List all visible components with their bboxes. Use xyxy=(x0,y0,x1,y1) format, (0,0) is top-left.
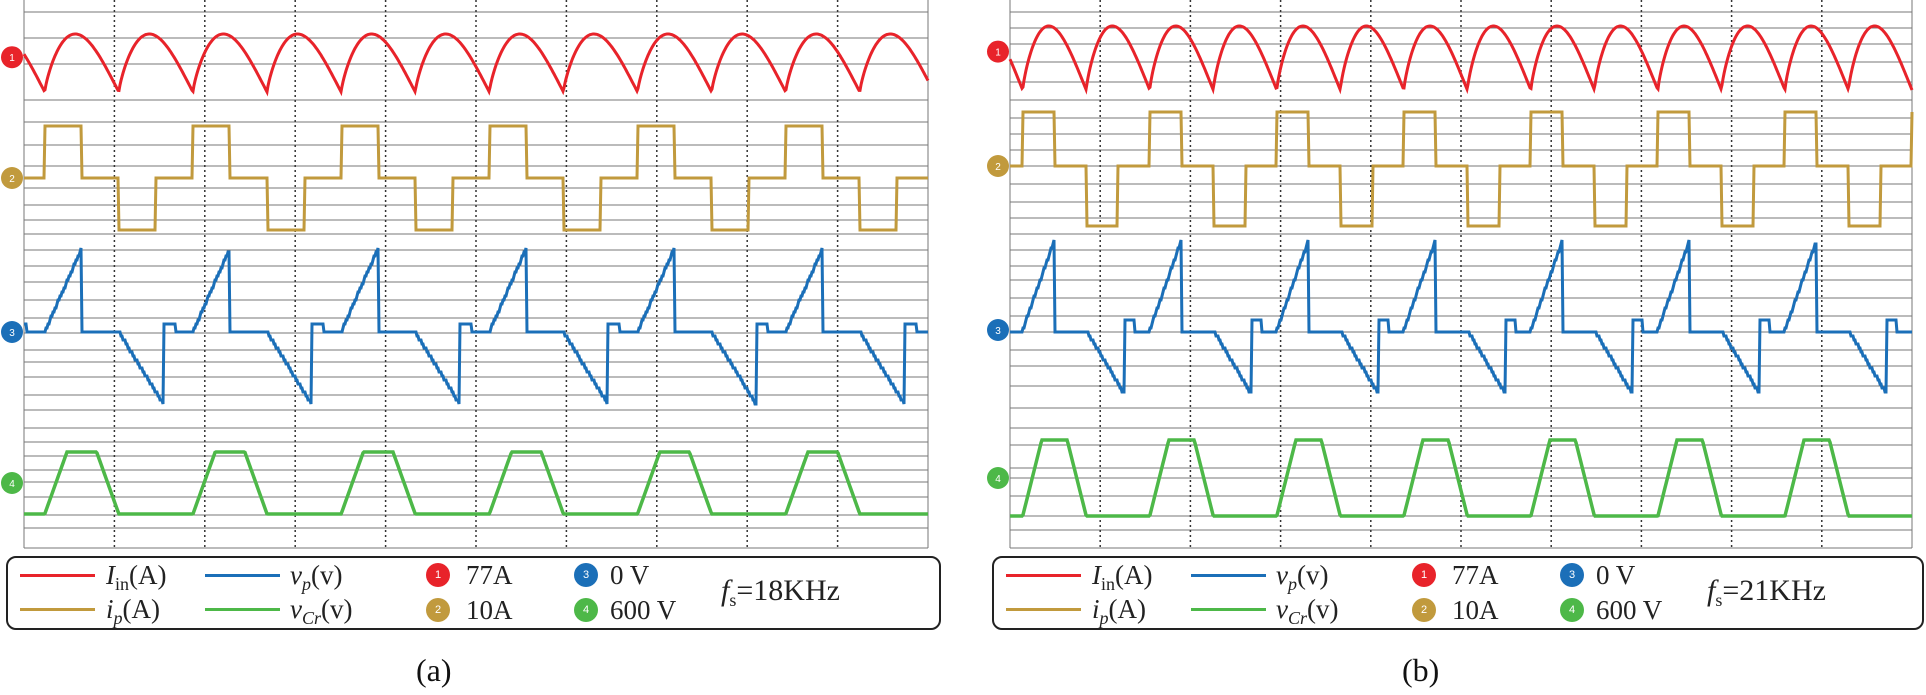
legend-label-v-p: vp(v) xyxy=(290,560,343,594)
channel-marker-3: 3 xyxy=(1,321,23,343)
scope-screen-a: 1 2 3 4 xyxy=(1,0,930,549)
channel-badge-1: 1 xyxy=(1412,563,1436,587)
legend-label-v-cr: vCr(v) xyxy=(290,594,353,628)
legend-label-v-cr: vCr(v) xyxy=(1276,594,1339,628)
channel-marker-2-dot xyxy=(987,155,1009,177)
legend-line-v-cr xyxy=(1191,608,1266,611)
channel-marker-1: 1 xyxy=(987,40,1009,63)
channel-badge-3: 3 xyxy=(1560,563,1584,587)
trace-input-current xyxy=(1008,24,1914,95)
channel-scale-2: 10A xyxy=(466,595,513,625)
frequency-label-b: fs=21KHz xyxy=(1707,574,1826,611)
trace-capacitor-voltage xyxy=(1010,438,1912,518)
channel-badge-2: 2 xyxy=(1412,598,1436,622)
panel-b: 1 2 3 4 Iin(A) ip(A) vp(v) vCr(v) 1 77A 2 1… xyxy=(986,0,1926,695)
trace-input-current xyxy=(22,32,930,97)
channel-marker-3-dot xyxy=(1,321,23,343)
frequency-label-a: fs=18KHz xyxy=(721,574,840,611)
channel-scale-3: 0 V xyxy=(610,560,650,590)
legend-label-v-p: vp(v) xyxy=(1276,560,1329,594)
channel-marker-3-label: 3 xyxy=(9,328,15,339)
legend-box-a: Iin(A) ip(A) vp(v) vCr(v) 1 77A 2 10A 3 … xyxy=(6,556,941,630)
channel-marker-3-dot xyxy=(987,319,1009,341)
channel-scale-2: 10A xyxy=(1452,595,1499,625)
channel-scale-3: 0 V xyxy=(1596,560,1636,590)
channel-marker-4-label: 4 xyxy=(9,479,15,490)
legend-line-v-p xyxy=(205,574,280,577)
trace-primary-voltage xyxy=(1010,239,1912,394)
channel-marker-4-dot xyxy=(987,467,1009,489)
caption-b: (b) xyxy=(1402,652,1440,688)
caption-a: (a) xyxy=(416,652,452,688)
legend-label-i-p: ip(A) xyxy=(1092,594,1146,628)
channel-marker-4: 4 xyxy=(987,467,1009,489)
channel-marker-3: 3 xyxy=(987,319,1009,341)
channel-badge-4: 4 xyxy=(1560,598,1584,622)
channel-badge-1: 1 xyxy=(426,563,450,587)
trace-capacitor-voltage xyxy=(24,450,928,516)
channel-marker-2-label: 2 xyxy=(9,174,15,185)
trace-primary-voltage xyxy=(24,247,928,406)
channel-scale-1: 77A xyxy=(1452,560,1499,590)
channel-badge-4: 4 xyxy=(574,598,598,622)
legend-line-i-p xyxy=(1006,608,1081,611)
channel-marker-4: 4 xyxy=(1,472,23,494)
channel-marker-4-label: 4 xyxy=(995,474,1001,485)
channel-marker-1-label: 1 xyxy=(9,53,15,64)
channel-badge-3: 3 xyxy=(574,563,598,587)
channel-marker-1-label: 1 xyxy=(995,48,1001,59)
channel-marker-2-label: 2 xyxy=(995,162,1001,173)
channel-scale-4: 600 V xyxy=(1596,595,1663,625)
legend-box-b: Iin(A) ip(A) vp(v) vCr(v) 1 77A 2 10A 3 … xyxy=(992,556,1924,630)
legend-line-v-p xyxy=(1191,574,1266,577)
channel-scale-1: 77A xyxy=(466,560,513,590)
trace-primary-current xyxy=(1010,110,1914,228)
legend-line-i-in xyxy=(20,574,95,577)
channel-marker-4-dot xyxy=(1,472,23,494)
legend-line-i-in xyxy=(1006,574,1081,577)
legend-label-i-p: ip(A) xyxy=(106,594,160,628)
scope-screen-b: 1 2 3 4 xyxy=(987,0,1914,549)
channel-marker-1-dot xyxy=(987,40,1009,63)
legend-label-i-in: Iin(A) xyxy=(106,560,167,594)
panel-a: 1 2 3 4 Iin(A) ip(A) vp(v) vCr(v) 1 77A 2 1… xyxy=(0,0,941,695)
channel-marker-3-label: 3 xyxy=(995,326,1001,337)
channel-scale-4: 600 V xyxy=(610,595,677,625)
channel-marker-1: 1 xyxy=(1,46,23,69)
channel-marker-2-dot xyxy=(1,167,23,189)
trace-primary-current xyxy=(24,124,928,232)
grid xyxy=(23,0,929,549)
legend-line-i-p xyxy=(20,608,95,611)
channel-marker-2: 2 xyxy=(1,167,23,189)
channel-badge-2: 2 xyxy=(426,598,450,622)
legend-line-v-cr xyxy=(205,608,280,611)
channel-marker-2: 2 xyxy=(987,155,1009,177)
legend-label-i-in: Iin(A) xyxy=(1092,560,1153,594)
channel-marker-1-dot xyxy=(1,46,23,69)
